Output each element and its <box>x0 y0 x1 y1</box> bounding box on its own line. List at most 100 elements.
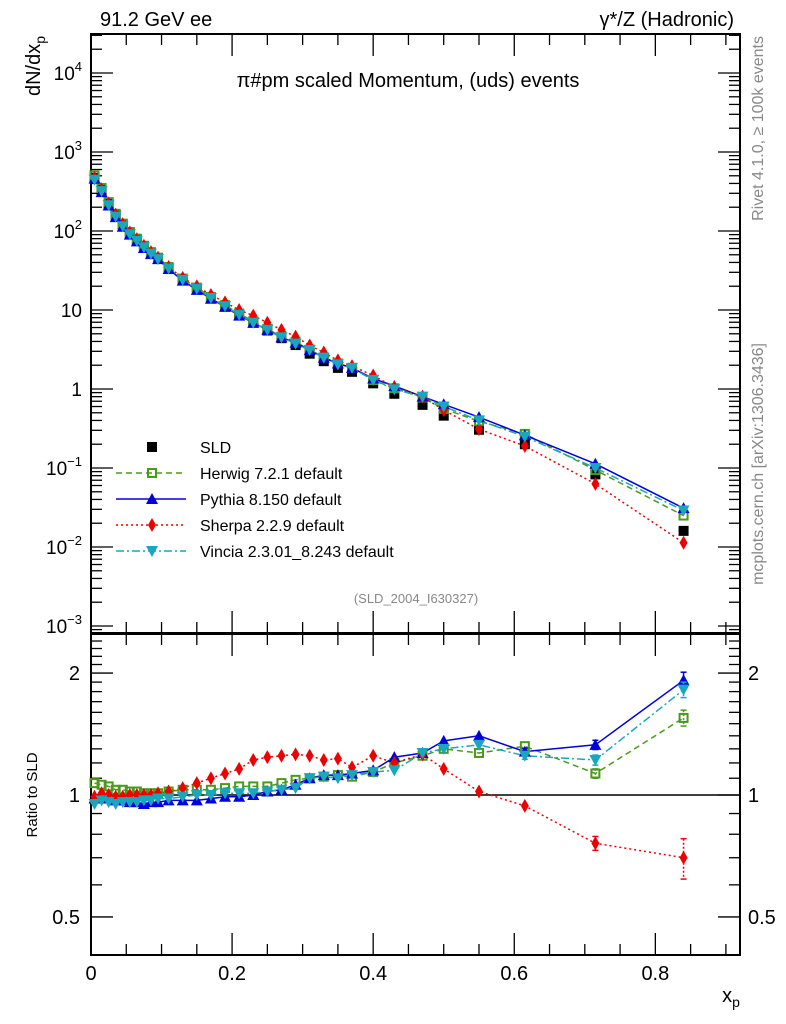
main-point-vincia-2-3-01-8-243-default <box>472 415 485 427</box>
x-axis-label: xp <box>722 985 740 1010</box>
main-point-vincia-2-3-01-8-243-default <box>233 309 246 321</box>
legend: SLD Herwig 7.2.1 default Pythia 8.150 defa… <box>116 440 394 561</box>
ratio-y-tick-label-left: 1 <box>69 785 80 807</box>
ratio-point-vincia-2-3-01-8-243-default <box>346 770 359 782</box>
main-point-vincia-2-3-01-8-243-default <box>677 505 690 517</box>
ratio-point-vincia-2-3-01-8-243-default <box>331 773 344 785</box>
main-point-vincia-2-3-01-8-243-default <box>303 345 316 357</box>
main-point-sherpa-2-2-9-default <box>679 535 688 550</box>
rivet-version-label: Rivet 4.1.0, ≥ 100k events <box>750 36 767 221</box>
legend-item-sherpa-2-2-9-default: Sherpa 2.2.9 default <box>116 518 345 535</box>
ratio-point-sherpa-2-2-9-default <box>319 753 328 768</box>
x-tick-label: 0.2 <box>218 963 246 985</box>
ratio-y-axis: 2 2 1 1 0.5 0.5 <box>52 640 776 929</box>
main-y-tick-label: 103 <box>54 138 82 164</box>
ratio-x-axis: 0 0.2 0.4 0.6 0.8 <box>85 634 727 985</box>
main-point-vincia-2-3-01-8-243-default <box>102 200 115 212</box>
main-point-vincia-2-3-01-8-243-default <box>275 332 288 344</box>
main-markers-vincia-2-3-01-8-243-default <box>88 174 690 517</box>
legend-item-herwig-7-2-1-default: Herwig 7.2.1 default <box>116 466 343 483</box>
plot-title: π#pm scaled Momentum, (uds) events <box>237 70 580 92</box>
ratio-point-vincia-2-3-01-8-243-default <box>152 793 165 805</box>
main-y-tick-label: 104 <box>54 59 82 85</box>
main-point-sld <box>678 525 689 536</box>
ratio-point-sherpa-2-2-9-default <box>235 761 244 776</box>
legend-item-sld: SLD <box>147 440 231 457</box>
legend-label-pythia-8-150-default: Pythia 8.150 default <box>200 492 342 509</box>
ratio-y-tick-label-right: 2 <box>748 663 759 685</box>
main-point-vincia-2-3-01-8-243-default <box>261 324 274 336</box>
ratio-point-vincia-2-3-01-8-243-default <box>289 783 302 795</box>
ratio-point-pythia-8-150-default <box>472 729 485 741</box>
main-point-vincia-2-3-01-8-243-default <box>144 248 157 260</box>
main-series-markers <box>88 170 690 550</box>
main-point-vincia-2-3-01-8-243-default <box>137 242 150 254</box>
main-point-vincia-2-3-01-8-243-default <box>176 274 189 286</box>
main-point-vincia-2-3-01-8-243-default <box>247 317 260 329</box>
main-markers-sherpa-2-2-9-default <box>90 170 688 550</box>
main-point-vincia-2-3-01-8-243-default <box>589 463 602 474</box>
ratio-series-markers <box>88 671 690 880</box>
plot-title-text: π#pm scaled Momentum, (uds) events <box>237 70 580 92</box>
ratio-markers-sherpa-2-2-9-default <box>90 747 688 880</box>
main-point-vincia-2-3-01-8-243-default <box>331 359 344 371</box>
main-point-vincia-2-3-01-8-243-default <box>95 186 108 198</box>
ratio-point-pythia-8-150-default <box>437 734 450 746</box>
ratio-point-vincia-2-3-01-8-243-default <box>190 790 203 801</box>
main-point-sherpa-2-2-9-default <box>520 438 529 453</box>
main-markers-sld <box>89 172 689 536</box>
ratio-point-sherpa-2-2-9-default <box>439 761 448 776</box>
ratio-line-herwig-7-2-1-default <box>94 717 684 794</box>
ratio-point-vincia-2-3-01-8-243-default <box>144 795 157 807</box>
main-point-sherpa-2-2-9-default <box>474 422 483 437</box>
legend-label-herwig-7-2-1-default: Herwig 7.2.1 default <box>200 466 343 483</box>
main-point-vincia-2-3-01-8-243-default <box>162 263 175 275</box>
ratio-point-pythia-8-150-default <box>589 738 602 750</box>
ratio-point-herwig-7-2-1-default <box>590 768 601 779</box>
ratio-point-vincia-2-3-01-8-243-default <box>275 784 288 796</box>
ratio-y-tick-label-right: 1 <box>748 785 759 807</box>
ratio-y-tick-label-right: 0.5 <box>748 907 776 929</box>
ratio-point-sherpa-2-2-9-default <box>249 753 258 768</box>
mcplots-label: mcplots.cern.ch [arXiv:1306.3436] <box>750 343 767 585</box>
ratio-point-sherpa-2-2-9-default <box>192 776 201 791</box>
analysis-id-label: (SLD_2004_I630327) <box>354 591 478 606</box>
ratio-point-sherpa-2-2-9-default <box>333 751 342 766</box>
ratio-markers-vincia-2-3-01-8-243-default <box>88 681 690 811</box>
ratio-point-vincia-2-3-01-8-243-default <box>437 743 450 755</box>
main-point-vincia-2-3-01-8-243-default <box>88 174 101 186</box>
ratio-point-vincia-2-3-01-8-243-default <box>130 797 143 809</box>
main-point-vincia-2-3-01-8-243-default <box>317 352 330 364</box>
main-y-tick-label: 10 <box>61 301 82 322</box>
legend-item-pythia-8-150-default: Pythia 8.150 default <box>116 492 342 509</box>
ratio-point-sherpa-2-2-9-default <box>178 781 187 796</box>
main-point-vincia-2-3-01-8-243-default <box>219 301 232 313</box>
main-point-vincia-2-3-01-8-243-default <box>130 235 143 247</box>
ratio-y-tick-label-left: 0.5 <box>52 907 80 929</box>
legend-marker-vincia-2-3-01-8-243-default <box>146 546 158 557</box>
legend-marker-sld <box>147 442 157 452</box>
main-y-tick-label: 1 <box>71 380 82 401</box>
ratio-point-vincia-2-3-01-8-243-default <box>367 766 380 778</box>
main-point-vincia-2-3-01-8-243-default <box>116 221 129 233</box>
ratio-point-vincia-2-3-01-8-243-default <box>219 788 232 800</box>
main-point-sld <box>417 399 428 410</box>
ratio-point-vincia-2-3-01-8-243-default <box>677 684 690 696</box>
ratio-point-sherpa-2-2-9-default <box>277 748 286 763</box>
main-point-vincia-2-3-01-8-243-default <box>367 374 380 386</box>
ratio-markers-herwig-7-2-1-default <box>89 709 689 799</box>
ratio-point-vincia-2-3-01-8-243-default <box>162 793 175 805</box>
main-x-axis-ticks <box>90 34 727 633</box>
ratio-point-vincia-2-3-01-8-243-default <box>233 788 246 800</box>
ratio-point-sherpa-2-2-9-default <box>291 747 300 762</box>
ratio-y-tick-label-left: 2 <box>69 663 80 685</box>
ratio-point-sherpa-2-2-9-default <box>305 748 314 763</box>
main-point-vincia-2-3-01-8-243-default <box>289 338 302 350</box>
ratio-y-axis-label: Ratio to SLD <box>24 752 41 837</box>
energy-label: 91.2 GeV ee <box>100 9 212 31</box>
main-markers-pythia-8-150-default <box>88 172 690 514</box>
main-point-vincia-2-3-01-8-243-default <box>416 391 429 403</box>
